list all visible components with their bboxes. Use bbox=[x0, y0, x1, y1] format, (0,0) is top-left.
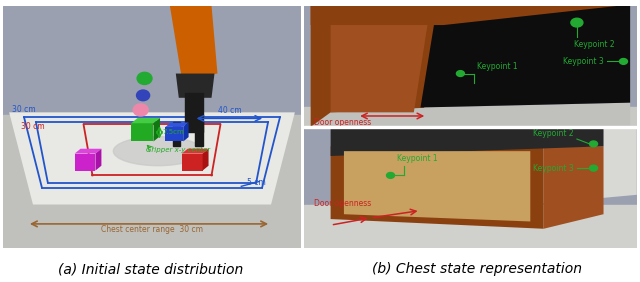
Text: (a) Initial state distribution: (a) Initial state distribution bbox=[58, 262, 243, 276]
Polygon shape bbox=[170, 6, 218, 78]
Circle shape bbox=[456, 70, 465, 76]
Text: Chest center range  30 cm: Chest center range 30 cm bbox=[101, 226, 203, 234]
Text: (b) Chest state representation: (b) Chest state representation bbox=[372, 262, 582, 276]
Polygon shape bbox=[154, 118, 160, 142]
Polygon shape bbox=[543, 146, 604, 229]
Text: 5 cm: 5 cm bbox=[247, 178, 266, 187]
Polygon shape bbox=[182, 149, 209, 154]
Text: Gripper x-y center: Gripper x-y center bbox=[146, 147, 210, 153]
Circle shape bbox=[620, 58, 627, 64]
Text: Keypoint 2: Keypoint 2 bbox=[573, 39, 614, 49]
Text: Keypoint 1: Keypoint 1 bbox=[477, 62, 518, 71]
Polygon shape bbox=[131, 118, 160, 123]
Circle shape bbox=[387, 173, 394, 178]
Bar bbox=[75, 154, 95, 171]
Circle shape bbox=[571, 18, 583, 27]
Text: 40 cm: 40 cm bbox=[218, 106, 241, 115]
Bar bbox=[185, 93, 203, 132]
Bar bbox=[195, 122, 203, 146]
Polygon shape bbox=[420, 6, 630, 107]
Bar bbox=[304, 127, 637, 248]
Bar bbox=[304, 107, 637, 127]
Text: 30 cm: 30 cm bbox=[12, 105, 36, 114]
Polygon shape bbox=[75, 149, 101, 154]
Bar bbox=[304, 6, 637, 127]
Polygon shape bbox=[310, 6, 444, 127]
Polygon shape bbox=[531, 127, 637, 204]
Polygon shape bbox=[203, 149, 209, 171]
Text: Keypoint 3: Keypoint 3 bbox=[533, 164, 573, 173]
Polygon shape bbox=[310, 103, 630, 127]
Bar bbox=[131, 123, 154, 142]
Polygon shape bbox=[9, 112, 295, 204]
Bar bbox=[304, 126, 637, 128]
Polygon shape bbox=[344, 151, 531, 221]
Polygon shape bbox=[331, 127, 604, 156]
Polygon shape bbox=[331, 6, 431, 112]
Ellipse shape bbox=[113, 136, 203, 166]
Circle shape bbox=[136, 90, 150, 101]
Text: Door openness: Door openness bbox=[314, 199, 371, 208]
Bar bbox=[173, 122, 180, 146]
Polygon shape bbox=[176, 74, 214, 98]
Polygon shape bbox=[331, 146, 543, 229]
Polygon shape bbox=[165, 123, 189, 127]
Circle shape bbox=[133, 104, 148, 116]
Text: 30 cm: 30 cm bbox=[21, 122, 45, 131]
Bar bbox=[3, 115, 301, 248]
Bar bbox=[304, 204, 637, 248]
Bar bbox=[3, 6, 301, 122]
Text: Keypoint 3: Keypoint 3 bbox=[563, 57, 604, 66]
Polygon shape bbox=[310, 6, 620, 25]
Circle shape bbox=[137, 72, 152, 84]
Polygon shape bbox=[95, 149, 101, 171]
Text: 7.5cm: 7.5cm bbox=[163, 129, 184, 135]
Text: Keypoint 1: Keypoint 1 bbox=[397, 154, 438, 163]
Circle shape bbox=[589, 141, 598, 147]
Text: Keypoint 2: Keypoint 2 bbox=[533, 129, 573, 138]
Polygon shape bbox=[183, 123, 189, 142]
Bar bbox=[182, 154, 203, 171]
Bar bbox=[165, 127, 183, 142]
Text: Door openness: Door openness bbox=[314, 118, 371, 127]
Circle shape bbox=[589, 165, 598, 171]
